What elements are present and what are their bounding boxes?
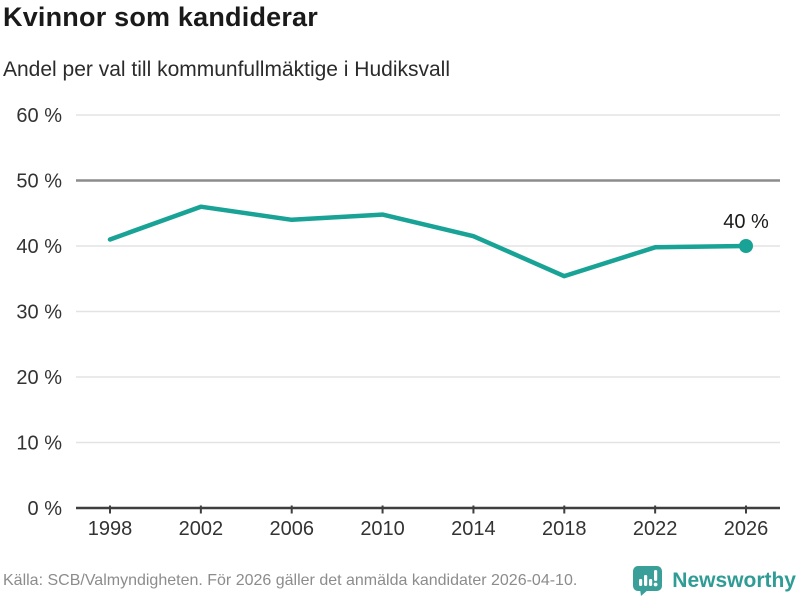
- y-axis-label: 50 %: [16, 171, 62, 193]
- chart-footer: Källa: SCB/Valmyndigheten. För 2026 gäll…: [0, 562, 800, 600]
- series-line: [107, 204, 749, 279]
- x-axis-label: 2002: [179, 518, 224, 540]
- y-axis-label: 10 %: [16, 433, 62, 455]
- y-axis-label: 30 %: [16, 302, 62, 324]
- newsworthy-logo-text: Newsworthy: [672, 569, 796, 592]
- end-point-marker: [739, 239, 753, 253]
- y-axis-label: 20 %: [16, 367, 62, 389]
- x-axis-label: 2014: [451, 518, 496, 540]
- x-axis-label: 2010: [360, 518, 405, 540]
- end-value-label: 40 %: [723, 211, 769, 233]
- newsworthy-logo: Newsworthy: [632, 565, 796, 597]
- y-axis-label: 40 %: [16, 236, 62, 258]
- speech-bubble-shape: [633, 566, 663, 596]
- x-axis-label: 1998: [88, 518, 133, 540]
- newsworthy-logo-icon: [633, 566, 663, 596]
- chart-title: Kvinnor som kandiderar: [3, 2, 318, 32]
- y-axis-label: 0 %: [28, 498, 63, 520]
- bar-chart-glyph: [639, 570, 658, 587]
- x-axis-label: 2026: [724, 518, 769, 540]
- x-axis-label: 2018: [542, 518, 587, 540]
- source-note: Källa: SCB/Valmyndigheten. För 2026 gäll…: [3, 572, 578, 589]
- x-axis-label: 2006: [269, 518, 314, 540]
- y-axis-label: 60 %: [16, 105, 62, 127]
- x-axis-label: 2022: [633, 518, 678, 540]
- chart-subtitle: Andel per val till kommunfullmäktige i H…: [3, 58, 451, 81]
